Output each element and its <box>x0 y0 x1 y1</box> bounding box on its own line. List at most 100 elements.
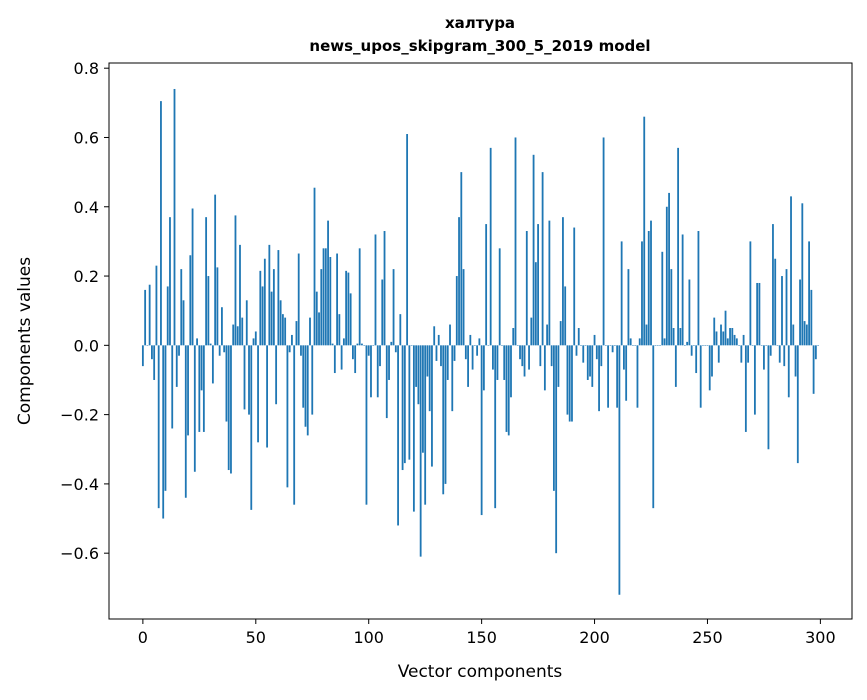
bar-component-93 <box>352 345 354 360</box>
y-tick-label: −0.2 <box>60 406 99 425</box>
bar-component-99 <box>365 345 368 505</box>
bar-component-287 <box>790 196 792 346</box>
bar-component-188 <box>566 345 569 415</box>
bar-component-88 <box>340 345 343 370</box>
bar-component-29 <box>207 276 210 346</box>
bar-component-117 <box>406 134 409 346</box>
bar-component-220 <box>638 338 641 346</box>
y-tick-label: 0.8 <box>74 59 99 78</box>
bar-component-2 <box>146 345 149 346</box>
bar-component-199 <box>591 345 594 387</box>
bar-component-31 <box>211 345 214 384</box>
bar-component-95 <box>356 343 359 346</box>
bar-component-140 <box>458 217 460 346</box>
bar-component-157 <box>496 345 499 380</box>
bar-component-26 <box>200 345 203 391</box>
bar-component-280 <box>774 258 777 346</box>
bar-component-284 <box>783 345 786 367</box>
bar-component-9 <box>162 345 165 519</box>
bar-component-147 <box>473 345 476 346</box>
bar-component-56 <box>268 244 271 346</box>
bar-component-84 <box>331 343 334 346</box>
bar-component-277 <box>767 345 770 450</box>
bar-component-182 <box>552 345 555 491</box>
bar-component-248 <box>702 345 704 346</box>
bar-component-167 <box>519 345 521 360</box>
bar-component-46 <box>245 300 248 346</box>
bar-component-230 <box>661 251 664 346</box>
y-tick-label: 0.6 <box>74 128 99 147</box>
bar-component-189 <box>568 345 571 422</box>
bar-component-295 <box>808 241 810 346</box>
bar-component-160 <box>503 345 506 380</box>
bar-component-106 <box>381 279 384 346</box>
bar-component-85 <box>333 345 336 374</box>
bar-component-293 <box>803 321 806 346</box>
y-tick-label: −0.6 <box>60 544 99 563</box>
bar-component-132 <box>440 345 442 367</box>
bar-component-224 <box>647 231 650 346</box>
bar-component-15 <box>175 345 178 387</box>
bar-component-23 <box>193 345 196 472</box>
bar-component-202 <box>598 345 600 412</box>
bar-component-211 <box>618 345 621 595</box>
bar-component-119 <box>410 345 413 346</box>
bar-component-10 <box>164 345 167 491</box>
bar-component-258 <box>724 310 727 346</box>
x-tick-label: 300 <box>805 628 836 647</box>
bar-component-130 <box>435 345 438 361</box>
bar-component-171 <box>528 345 530 370</box>
bar-component-120 <box>412 345 415 512</box>
bar-component-74 <box>309 317 311 346</box>
bar-component-22 <box>191 208 194 346</box>
bar-component-64 <box>286 345 289 488</box>
bar-component-43 <box>239 244 241 346</box>
bar-component-208 <box>611 345 614 353</box>
bar-component-145 <box>469 334 472 346</box>
bar-component-263 <box>735 338 738 346</box>
bar-component-193 <box>577 328 580 346</box>
bar-component-32 <box>214 194 217 346</box>
bar-component-214 <box>625 345 628 401</box>
bar-component-121 <box>415 345 418 387</box>
bar-component-237 <box>677 147 680 346</box>
bar-component-116 <box>403 345 406 464</box>
bar-component-153 <box>487 345 490 346</box>
bar-component-296 <box>810 289 813 346</box>
bar-component-135 <box>446 345 449 380</box>
bar-component-233 <box>668 192 670 346</box>
bar-component-286 <box>787 345 790 398</box>
bar-component-158 <box>498 248 501 346</box>
bar-component-266 <box>742 334 745 346</box>
bar-component-77 <box>315 291 318 346</box>
bar-component-288 <box>792 324 795 346</box>
bar-component-218 <box>634 345 637 346</box>
bar-component-51 <box>257 345 259 443</box>
bar-component-37 <box>225 345 228 422</box>
bar-component-264 <box>738 345 740 346</box>
bar-component-36 <box>223 345 226 353</box>
bar-component-192 <box>575 345 578 356</box>
bar-component-90 <box>345 270 348 346</box>
bar-component-217 <box>632 345 634 346</box>
bar-component-100 <box>367 345 370 356</box>
y-tick-label: −0.4 <box>60 475 99 494</box>
bar-component-108 <box>385 345 388 419</box>
bar-component-39 <box>230 345 232 474</box>
bar-component-262 <box>733 334 736 346</box>
bar-component-0 <box>141 345 144 367</box>
bar-component-204 <box>602 137 605 346</box>
bar-component-215 <box>627 269 630 346</box>
bar-component-45 <box>243 345 246 410</box>
bar-component-184 <box>557 345 560 387</box>
bar-component-73 <box>306 345 309 436</box>
bar-component-28 <box>205 217 208 346</box>
bar-component-212 <box>620 241 623 346</box>
bar-component-78 <box>318 312 320 346</box>
bar-component-176 <box>539 345 542 367</box>
bar-component-213 <box>623 345 625 370</box>
bar-component-55 <box>266 345 268 448</box>
bar-component-238 <box>679 328 682 346</box>
bar-component-12 <box>169 217 171 346</box>
y-tick-label: 0.4 <box>74 198 99 217</box>
